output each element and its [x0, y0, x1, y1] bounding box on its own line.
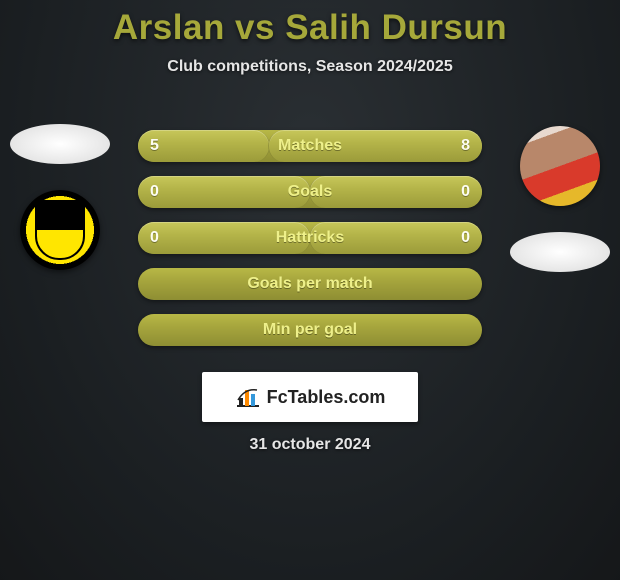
stat-row: Goals per match: [138, 268, 482, 300]
stat-label: Hattricks: [138, 222, 482, 254]
stat-value-right: 0: [461, 222, 470, 254]
page-title: Arslan vs Salih Dursun: [0, 8, 620, 48]
footer-block: FcTables.com 31 october 2024: [0, 362, 620, 454]
stat-value-right: 0: [461, 176, 470, 208]
fctables-logo: FcTables.com: [202, 372, 418, 422]
player-photo-placeholder-left: [10, 124, 110, 164]
stat-value-right: 8: [461, 130, 470, 162]
player-photo-right: [520, 126, 600, 206]
malatyaspor-shield-icon: [35, 200, 85, 260]
comparison-infographic: Arslan vs Salih Dursun Club competitions…: [0, 8, 620, 580]
stat-label: Min per goal: [138, 314, 482, 346]
stat-label: Matches: [138, 130, 482, 162]
stat-bars: Matches58Goals00Hattricks00Goals per mat…: [138, 130, 482, 360]
stat-value-left: 0: [150, 176, 159, 208]
stat-value-left: 5: [150, 130, 159, 162]
snapshot-date: 31 october 2024: [0, 436, 620, 454]
club-badge-placeholder-right: [510, 232, 610, 272]
left-player-column: [10, 124, 110, 270]
bar-chart-icon: [235, 386, 261, 408]
club-badge-left: [20, 190, 100, 270]
stat-row: Hattricks0 0: [138, 222, 482, 254]
stat-row: Goals0 0: [138, 176, 482, 208]
stat-row: Min per goal: [138, 314, 482, 346]
right-player-column: [510, 126, 610, 272]
season-subtitle: Club competitions, Season 2024/2025: [0, 58, 620, 76]
stat-label: Goals: [138, 176, 482, 208]
stat-label: Goals per match: [138, 268, 482, 300]
brand-text: FcTables.com: [267, 387, 386, 408]
stat-row: Matches5 8: [138, 130, 482, 162]
stat-value-left: 0: [150, 222, 159, 254]
